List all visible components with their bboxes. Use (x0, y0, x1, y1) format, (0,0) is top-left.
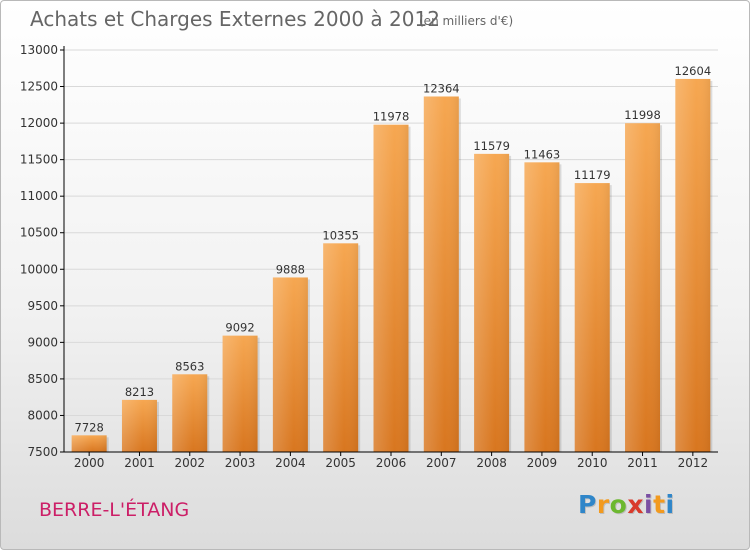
x-tick-label: 2003 (225, 456, 256, 470)
bar-value-label: 8213 (125, 385, 154, 399)
bar-highlight (272, 277, 308, 452)
bar-value-label: 11179 (574, 168, 611, 182)
logo-letter: t (653, 490, 666, 519)
bar-value-label: 11579 (473, 139, 510, 153)
bar-value-label: 7728 (75, 420, 104, 434)
y-tick-label: 8500 (27, 372, 58, 386)
y-tick-label: 11500 (20, 153, 58, 167)
logo-letter: r (596, 490, 610, 519)
x-tick-label: 2007 (426, 456, 457, 470)
x-tick-label: 2009 (527, 456, 558, 470)
proxiti-logo: Proxiti (578, 490, 675, 519)
bar-value-label: 9888 (276, 262, 305, 276)
y-tick-label: 12500 (20, 80, 58, 94)
x-tick-label: 2006 (376, 456, 407, 470)
y-tick-label: 13000 (20, 43, 58, 57)
bar-value-label: 10355 (322, 228, 359, 242)
bar-highlight (474, 153, 510, 452)
y-tick-label: 8000 (27, 408, 58, 422)
labels: 7500 8000 8500 9000 9500 10000 10500 11000 11500… (20, 43, 711, 470)
x-tick-label: 2004 (275, 456, 306, 470)
y-tick-label: 10500 (20, 226, 58, 240)
x-tick-label: 2002 (174, 456, 205, 470)
x-tick-label: 2010 (577, 456, 608, 470)
chart-subtitle: (en milliers d'€) (419, 14, 514, 28)
y-tick-label: 11000 (20, 189, 58, 203)
bar-highlight (423, 96, 459, 453)
x-tick-label: 2012 (678, 456, 709, 470)
logo-letter: o (609, 490, 628, 519)
x-tick-label: 2005 (325, 456, 356, 470)
logo-letter: i (665, 490, 675, 519)
bar-value-label: 11998 (624, 108, 661, 122)
bar-value-label: 9092 (225, 321, 254, 335)
commune-name: BERRE-L'ÉTANG (39, 499, 190, 521)
bar-highlight (121, 399, 157, 452)
bar-highlight (625, 123, 661, 452)
y-tick-label: 9000 (27, 335, 58, 349)
bar-highlight (373, 124, 409, 452)
bar-value-label: 12364 (423, 81, 460, 95)
bar-highlight (524, 162, 560, 452)
bar-highlight (172, 374, 208, 452)
y-tick-label: 12000 (20, 116, 58, 130)
bar-highlight (71, 435, 107, 452)
bar-highlight (675, 78, 711, 452)
logo-letter: i (644, 490, 654, 519)
y-tick-label: 10000 (20, 262, 58, 276)
chart-title: Achats et Charges Externes 2000 à 2012 (30, 7, 440, 31)
y-tick-label: 7500 (27, 445, 58, 459)
x-tick-label: 2000 (74, 456, 105, 470)
logo-letter: x (627, 490, 644, 519)
bar-value-label: 12604 (675, 64, 712, 78)
x-tick-label: 2011 (627, 456, 658, 470)
bar-value-label: 11978 (373, 110, 410, 124)
x-tick-label: 2001 (124, 456, 155, 470)
bar-highlight (323, 243, 359, 452)
logo-letter: P (578, 490, 597, 519)
bar-value-label: 8563 (175, 359, 204, 373)
axes (60, 46, 718, 456)
bar-highlight (222, 335, 258, 452)
x-tick-label: 2008 (476, 456, 507, 470)
bars (71, 78, 713, 453)
bar-highlight (574, 183, 610, 452)
bar-value-label: 11463 (524, 147, 561, 161)
y-tick-label: 9500 (27, 299, 58, 313)
